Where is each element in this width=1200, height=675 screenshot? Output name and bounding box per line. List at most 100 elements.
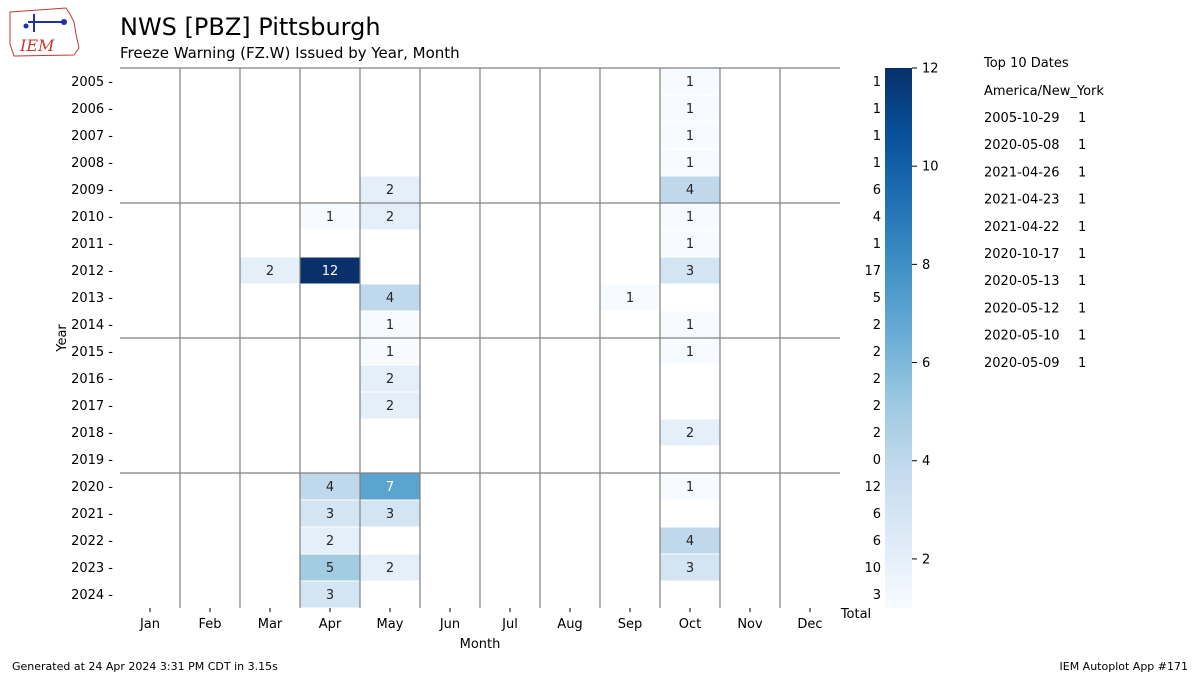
y-tick-label: 2005 -	[71, 75, 113, 90]
heatmap-cell	[299, 553, 361, 582]
cell-value-label: 2	[386, 210, 394, 225]
top10-date: 2020-05-13	[984, 274, 1060, 289]
top10-count: 1	[1078, 247, 1086, 262]
heatmap-cell	[359, 553, 421, 582]
y-axis-label: Year	[55, 324, 70, 353]
cell-value-label: 1	[626, 291, 634, 306]
y-tick-label: 2009 -	[71, 183, 113, 198]
x-tick-label: Nov	[737, 617, 763, 632]
cell-value-label: 5	[326, 561, 334, 576]
heatmap-cell	[599, 283, 661, 312]
heatmap-cell	[659, 94, 721, 123]
x-tick-label: Oct	[679, 617, 701, 632]
y-tick-label: 2008 -	[71, 156, 113, 171]
cell-value-label: 1	[326, 210, 334, 225]
colorbar-tick-label: 8	[922, 258, 930, 273]
colorbar-tick-label: 12	[922, 62, 939, 77]
cell-value-label: 1	[386, 318, 394, 333]
top10-heading: Top 10 Dates	[983, 56, 1069, 71]
top10-date: 2020-05-08	[984, 138, 1060, 153]
row-total-value: 5	[873, 291, 881, 306]
cell-value-label: 2	[326, 534, 334, 549]
cell-value-label: 1	[686, 129, 694, 144]
y-tick-label: 2013 -	[71, 291, 113, 306]
cell-value-label: 1	[686, 237, 694, 252]
x-tick-label: Aug	[557, 617, 582, 632]
cell-value-label: 3	[686, 561, 694, 576]
colorbar-tick-label: 10	[922, 160, 939, 175]
cell-value-label: 3	[326, 588, 334, 603]
y-tick-label: 2024 -	[71, 588, 113, 603]
cell-value-label: 3	[326, 507, 334, 522]
heatmap-cells	[239, 67, 721, 609]
top10-count: 1	[1078, 138, 1086, 153]
row-total-value: 2	[873, 426, 881, 441]
heatmap-cell	[659, 553, 721, 582]
top10-date: 2005-10-29	[984, 111, 1060, 126]
x-tick-label: Jan	[139, 617, 160, 632]
grid-lines	[120, 67, 840, 608]
top10-count: 1	[1078, 220, 1086, 235]
top10-date: 2021-04-22	[984, 220, 1060, 235]
y-tick-label: 2012 -	[71, 264, 113, 279]
y-tick-label: 2011 -	[71, 237, 113, 252]
cell-value-label: 4	[326, 480, 334, 495]
cell-value-label: 12	[322, 264, 339, 279]
colorbar-tick-label: 4	[922, 454, 930, 469]
cell-value-label: 2	[386, 561, 394, 576]
colorbar-ticks: 2 4 6 8 10 12	[912, 62, 939, 567]
cell-value-label: 1	[686, 480, 694, 495]
x-axis-label: Month	[460, 637, 501, 652]
cell-value-label: 4	[386, 291, 394, 306]
y-tick-label: 2010 -	[71, 210, 113, 225]
top10-panel: Top 10 Dates America/New_York 2005-10-29…	[983, 56, 1104, 371]
row-total-value: 1	[873, 237, 881, 252]
cell-value-label: 7	[386, 480, 394, 495]
y-tick-label: 2007 -	[71, 129, 113, 144]
row-total-value: 3	[873, 588, 881, 603]
top10-count: 1	[1078, 329, 1086, 344]
footer-autoplot: IEM Autoplot App #171	[1060, 660, 1189, 673]
row-total-value: 2	[873, 372, 881, 387]
cell-value-label: 1	[686, 345, 694, 360]
cell-value-label: 1	[386, 345, 394, 360]
row-total-value: 0	[873, 453, 881, 468]
row-total-value: 1	[873, 75, 881, 90]
heatmap-cell	[299, 202, 361, 231]
colorbar	[885, 68, 912, 608]
top10-count: 1	[1078, 274, 1086, 289]
x-tick-label: Jun	[439, 617, 460, 632]
cell-value-label: 1	[686, 156, 694, 171]
heatmap-cell	[299, 256, 361, 285]
heatmap-cell	[659, 175, 721, 204]
x-tick-label: Apr	[319, 617, 342, 632]
row-total-value: 2	[873, 318, 881, 333]
cell-value-label: 1	[686, 318, 694, 333]
top10-date: 2020-10-17	[984, 247, 1060, 262]
row-total-value: 2	[873, 399, 881, 414]
cell-value-label: 3	[386, 507, 394, 522]
heatmap-cell	[359, 472, 421, 501]
cell-value-label: 1	[686, 102, 694, 117]
cell-value-label: 2	[386, 183, 394, 198]
row-total-value: 6	[873, 183, 881, 198]
row-total-value: 2	[873, 345, 881, 360]
y-tick-label: 2019 -	[71, 453, 113, 468]
heatmap-cell	[359, 499, 421, 528]
chart-subtitle: Freeze Warning (FZ.W) Issued by Year, Mo…	[120, 44, 460, 62]
row-total-value: 10	[864, 561, 881, 576]
cell-value-label: 4	[686, 534, 694, 549]
top10-date: 2021-04-23	[984, 193, 1060, 208]
x-tick-label: Dec	[797, 617, 822, 632]
cell-value-label: 1	[686, 210, 694, 225]
y-tick-label: 2018 -	[71, 426, 113, 441]
row-total-value: 12	[864, 480, 881, 495]
heatmap-cell	[239, 256, 301, 285]
heatmap-cell	[359, 202, 421, 231]
row-total-value: 1	[873, 102, 881, 117]
row-total-value: 4	[873, 210, 881, 225]
row-totals: 1 1 1 1 6 4 1 17 5 2 2 2 2 2 0 12 6 6 10 3	[864, 75, 881, 603]
row-total-value: 17	[864, 264, 881, 279]
iem-logo: IEM	[9, 7, 80, 57]
